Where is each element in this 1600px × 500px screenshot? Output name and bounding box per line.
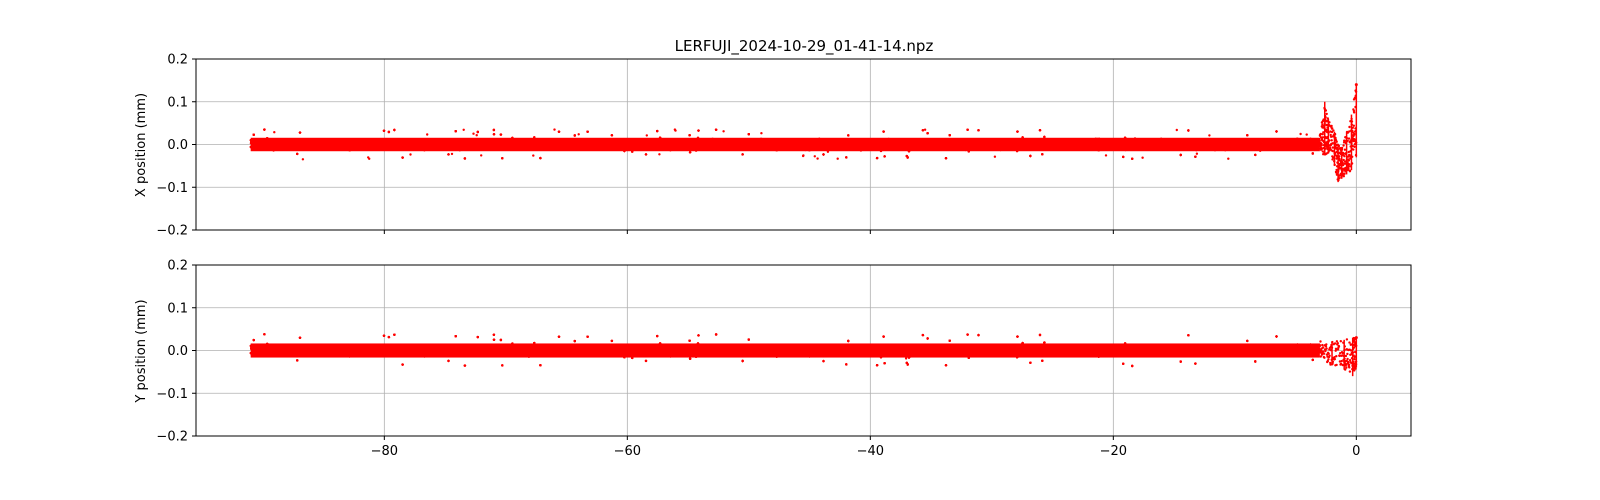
data-point	[993, 155, 997, 158]
data-point	[480, 154, 483, 157]
data-point	[836, 157, 839, 160]
data-point	[1175, 128, 1179, 132]
data-point	[923, 128, 927, 131]
data-point	[409, 153, 412, 156]
data-point	[1208, 134, 1211, 137]
data-point	[802, 154, 805, 157]
data-point	[813, 155, 816, 158]
data-point	[577, 133, 580, 136]
scatter-series	[249, 83, 1358, 183]
data-point	[367, 156, 370, 159]
data-point	[816, 157, 819, 160]
data-point	[472, 132, 475, 135]
data-point	[1299, 132, 1302, 136]
data-point	[553, 128, 556, 131]
data-point	[450, 152, 454, 156]
data-point	[674, 129, 677, 132]
data-point	[1104, 154, 1108, 157]
chart-title: LERFUJI_2024-10-29_01-41-14.npz	[675, 37, 934, 56]
data-point	[722, 130, 725, 133]
data-point	[1141, 156, 1144, 159]
data-point	[426, 133, 429, 136]
data-point	[475, 134, 478, 137]
data-point	[1227, 157, 1230, 160]
data-point	[273, 131, 276, 134]
data-point	[645, 134, 648, 137]
data-point	[532, 154, 535, 157]
x-position-panel: −0.2−0.10.00.10.2	[156, 53, 1412, 239]
data-point	[1195, 152, 1199, 155]
data-point	[301, 158, 305, 161]
data-point	[658, 153, 661, 156]
data-point	[760, 132, 763, 135]
data-point	[462, 128, 465, 131]
data-point	[1305, 133, 1308, 136]
